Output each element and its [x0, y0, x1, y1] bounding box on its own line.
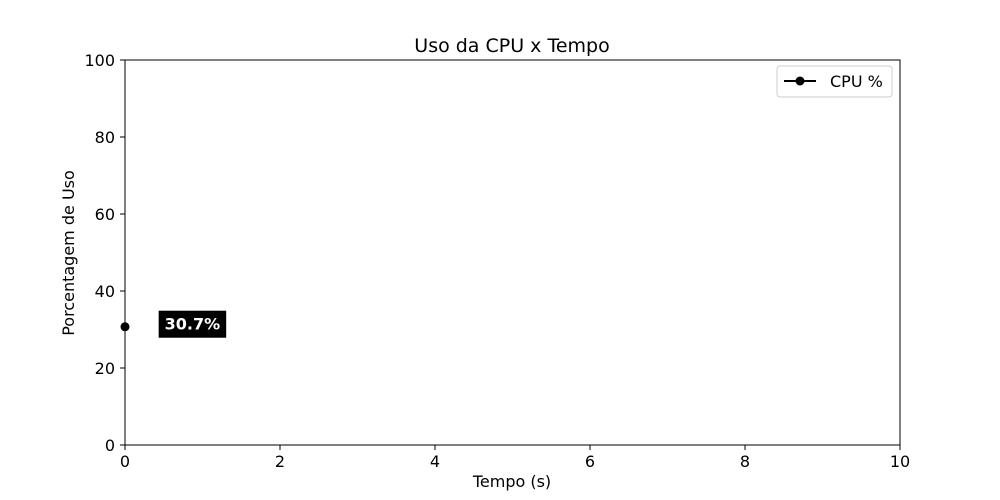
data-point [120, 322, 130, 332]
legend-frame [776, 65, 893, 98]
chart-title: Uso da CPU x Tempo [414, 35, 609, 57]
series-layer [120, 322, 130, 332]
y-tick-label: 100 [84, 51, 115, 70]
y-axis-ticks: 0 20 40 60 80 100 [84, 51, 125, 455]
y-tick-label: 20 [95, 359, 115, 378]
x-axis-label: Tempo (s) [472, 472, 551, 491]
x-tick-label: 2 [275, 452, 285, 471]
x-tick-label: 8 [740, 452, 750, 471]
y-axis-label: Porcentagem de Uso [59, 170, 78, 336]
x-tick-label: 6 [585, 452, 595, 471]
y-tick-label: 0 [105, 436, 115, 455]
x-tick-label: 4 [430, 452, 440, 471]
y-tick-label: 80 [95, 128, 115, 147]
x-tick-label: 10 [890, 452, 910, 471]
annotation-layer: 30.7% [158, 310, 227, 338]
x-axis-ticks: 0 2 4 6 8 10 [120, 445, 910, 471]
y-tick-label: 60 [95, 205, 115, 224]
annotation-text: 30.7% [165, 315, 221, 334]
annotation-box [158, 310, 227, 338]
x-tick-label: 0 [120, 452, 130, 471]
annotation-label: 30.7% [158, 310, 227, 338]
legend-marker-icon [795, 76, 805, 86]
legend-entry-cpu: CPU % [830, 72, 883, 91]
plot-frame [124, 59, 901, 446]
legend: CPU % [776, 65, 893, 98]
y-tick-label: 40 [95, 282, 115, 301]
plot-area [124, 59, 901, 446]
